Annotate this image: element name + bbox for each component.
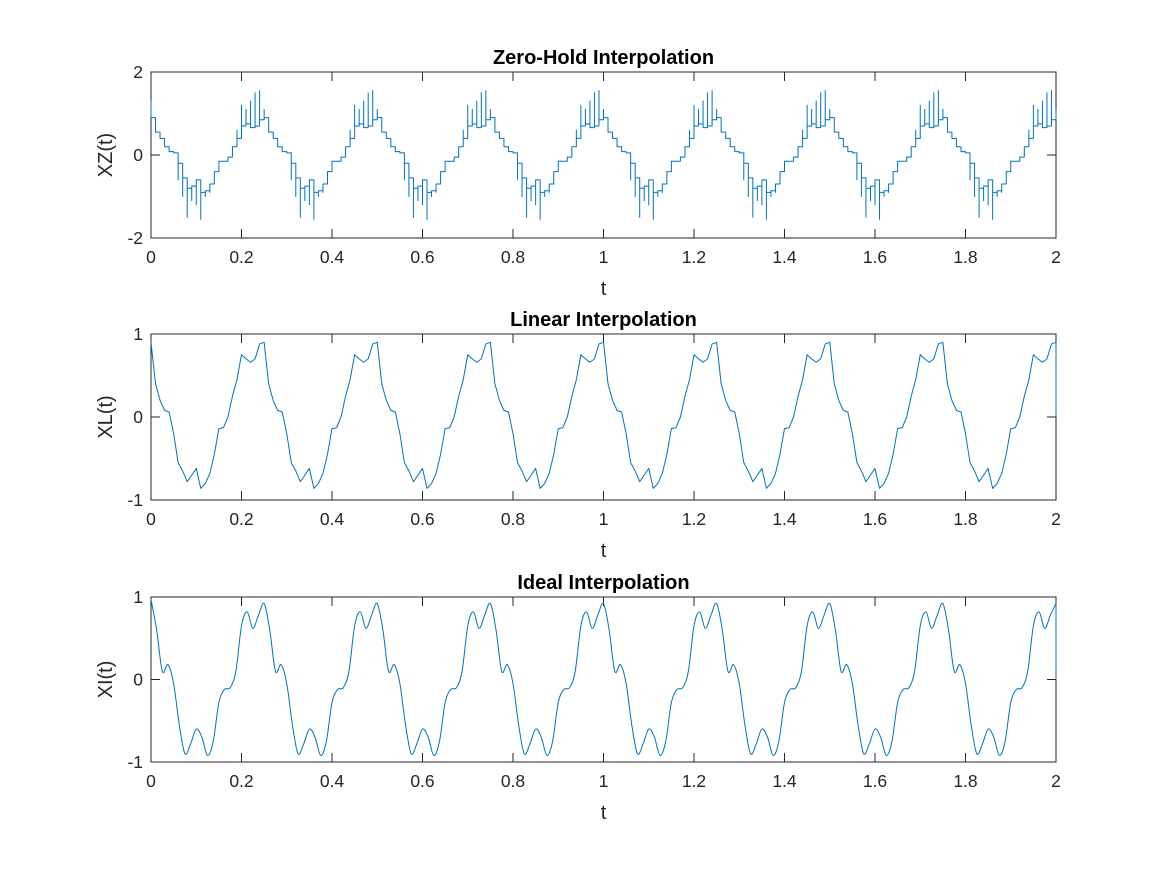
- x-axis-label: t: [601, 540, 607, 562]
- chart-title: Ideal Interpolation: [517, 572, 689, 594]
- x-tick-label: 1.4: [772, 247, 797, 267]
- y-axis-label: XL(t): [95, 395, 117, 438]
- x-tick-label: 0.2: [229, 771, 253, 791]
- x-tick-label: 2: [1051, 509, 1061, 529]
- x-tick-label: 1.4: [772, 771, 797, 791]
- x-tick-label: 2: [1051, 247, 1061, 267]
- x-tick-label: 1.2: [682, 247, 706, 267]
- x-tick-label: 0: [146, 247, 156, 267]
- x-tick-label: 1.4: [772, 509, 797, 529]
- y-axis-label: XZ(t): [95, 133, 117, 177]
- x-tick-label: 1.6: [863, 509, 887, 529]
- x-axis-label: t: [601, 802, 607, 824]
- x-tick-label: 0.6: [410, 247, 434, 267]
- x-tick-label: 1: [599, 771, 609, 791]
- x-tick-label: 0: [146, 771, 156, 791]
- subplot-2: Linear Interpolation 0 0.2 0.4 0.6 0.8 1 1.2 1.4…: [95, 309, 1061, 562]
- x-tick-label: 0.6: [410, 771, 434, 791]
- x-tick-label: 0.8: [501, 509, 525, 529]
- x-axis-label: t: [601, 278, 607, 300]
- x-tick-label: 1.8: [953, 509, 977, 529]
- subplot-3: Ideal Interpolation 0 0.2 0.4 0.6 0.8 1 1.2 1.4 1…: [95, 572, 1061, 824]
- series-line-1: [150, 90, 1057, 220]
- x-tick-label: 1.2: [682, 509, 706, 529]
- x-tick-label: 0.4: [320, 247, 345, 267]
- x-tick-label: 0.2: [229, 247, 253, 267]
- x-tick-label: 1.6: [863, 247, 887, 267]
- x-tick-label: 0.2: [229, 509, 253, 529]
- axes-box: [150, 596, 1057, 763]
- x-tick-label: 1: [599, 247, 609, 267]
- x-tick-label: 0.8: [501, 247, 525, 267]
- y-axis-label: XI(t): [95, 661, 117, 699]
- axes-box: [150, 333, 1057, 501]
- y-tick-label: 0: [133, 145, 143, 165]
- x-tick-label: 1.2: [682, 771, 706, 791]
- x-tick-label: 0.4: [320, 509, 345, 529]
- subplot-1: Zero-Hold Interpolation 0 0.2 0.4 0.6 0.8 1 1.2…: [95, 47, 1061, 300]
- y-tick-label: -1: [127, 490, 143, 510]
- chart-title: Zero-Hold Interpolation: [493, 47, 714, 69]
- y-tick-label: 1: [133, 587, 143, 607]
- x-tick-label: 1.8: [953, 247, 977, 267]
- series-line-1: [150, 599, 1057, 756]
- x-tick-label: 1: [599, 509, 609, 529]
- y-tick-label: 0: [133, 670, 143, 690]
- chart-title: Linear Interpolation: [510, 309, 697, 331]
- axes-box: [150, 71, 1057, 239]
- y-tick-label: -2: [127, 228, 143, 248]
- x-tick-label: 0.4: [320, 771, 345, 791]
- x-tick-label: 1.8: [953, 771, 977, 791]
- x-tick-label: 1.6: [863, 771, 887, 791]
- x-tick-label: 0.6: [410, 509, 434, 529]
- x-tick-label: 0: [146, 509, 156, 529]
- x-tick-label: 0.8: [501, 771, 525, 791]
- y-tick-label: 0: [133, 407, 143, 427]
- y-tick-label: 2: [133, 62, 143, 82]
- x-tick-label: 2: [1051, 771, 1061, 791]
- y-tick-label: -1: [127, 752, 143, 772]
- y-tick-label: 1: [133, 324, 143, 344]
- series-line-1: [150, 341, 1057, 489]
